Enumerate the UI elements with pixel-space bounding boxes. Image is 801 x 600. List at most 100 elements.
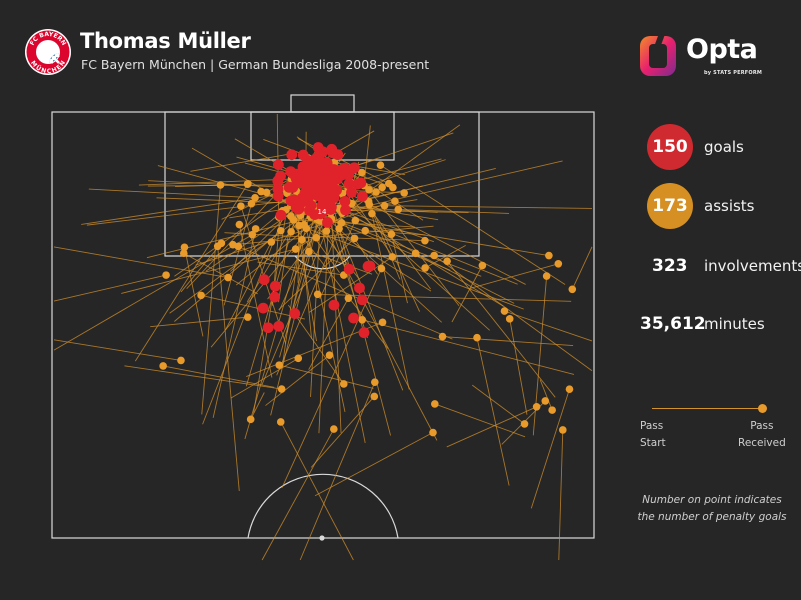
assist-line [232, 225, 434, 246]
assist-point [339, 380, 348, 388]
assist-point [287, 227, 295, 236]
goal-point [286, 149, 298, 161]
assist-point [246, 415, 255, 424]
assist-line [225, 241, 272, 331]
opta-logo-icon [640, 33, 676, 76]
assist-point [421, 236, 429, 245]
assist-point [372, 188, 380, 196]
goal-point [343, 178, 355, 190]
goal-point [317, 146, 329, 158]
assist-point [312, 233, 321, 242]
assist-line [163, 365, 275, 388]
assist-point [295, 221, 303, 230]
assist-point [394, 205, 403, 214]
assist-point [554, 259, 563, 268]
assist-line [350, 158, 442, 183]
penalty-goal-label: 14 [318, 208, 327, 216]
assist-line [134, 183, 249, 362]
assist-point [389, 183, 397, 192]
assist-point [216, 181, 225, 189]
chart-title: Thomas Müller [80, 29, 251, 53]
assist-line [183, 252, 258, 295]
assist-point [322, 227, 331, 235]
assist-line [338, 228, 404, 391]
assist-line [298, 225, 524, 310]
assist-point [430, 251, 438, 260]
goal-point [309, 153, 321, 165]
goal-point [364, 260, 376, 272]
goal-point [299, 179, 311, 191]
assist-point [377, 264, 386, 273]
assist-point [376, 161, 385, 169]
centre-spot [319, 535, 325, 541]
assist-line [301, 239, 313, 339]
assist-line [230, 357, 299, 399]
goal-point [358, 327, 370, 339]
assist-line [391, 234, 408, 304]
assist-line [504, 310, 593, 342]
assist-line [261, 428, 335, 561]
goal-point [317, 166, 329, 178]
assist-line [571, 246, 593, 290]
goal-point [258, 274, 270, 286]
legend-pass-line [652, 408, 762, 409]
assist-line [476, 337, 510, 486]
assist-line [146, 212, 331, 259]
assist-line [362, 319, 575, 375]
goal-point [283, 181, 295, 193]
goal-point [343, 263, 355, 275]
assist-point [350, 234, 359, 243]
goal-point [328, 299, 340, 311]
assist-line [86, 197, 311, 226]
assist-line [201, 184, 221, 415]
assist-point [371, 378, 379, 386]
assist-point [391, 197, 399, 205]
goals-label: goals [704, 138, 744, 156]
goal-point [262, 322, 274, 334]
assist-line [308, 251, 373, 275]
chart-subtitle: FC Bayern München | German Bundesliga 20… [81, 57, 430, 72]
goal-point [272, 175, 284, 187]
goal-point [348, 312, 359, 324]
assist-line [446, 260, 556, 398]
assist-point [267, 238, 276, 246]
assist-point [568, 285, 577, 294]
assists-label: assists [704, 197, 755, 215]
stat-goals: 150 goals [640, 124, 790, 170]
assist-point [237, 202, 245, 210]
involvements-value: 323 [652, 256, 688, 276]
goal-point [348, 162, 360, 174]
assist-point [251, 225, 260, 233]
assist-line [398, 209, 510, 214]
assist-line [250, 392, 265, 420]
assist-point [438, 332, 447, 341]
assist-point [548, 406, 556, 414]
goal-point [289, 308, 301, 319]
assist-line [195, 200, 396, 266]
penalty-note: Number on point indicates the number of … [637, 492, 787, 526]
assist-point [224, 273, 232, 282]
legend-start-line-1: Pass [640, 420, 664, 432]
assist-point [541, 397, 550, 405]
legend-end-line-2: Received [738, 437, 786, 449]
assist-point [313, 290, 322, 299]
assist-point [500, 307, 509, 315]
goal-points [257, 142, 376, 339]
assist-line [317, 236, 425, 242]
assist-line [174, 191, 298, 277]
legend-pass-received: Pass Received [738, 418, 786, 452]
assist-line [308, 256, 393, 313]
assist-point [365, 200, 374, 209]
assist-point [275, 361, 283, 369]
goal-point [320, 197, 332, 209]
assist-point [337, 219, 346, 227]
assist-line [338, 208, 435, 243]
assist-point [532, 403, 541, 411]
assist-line [314, 432, 434, 497]
goals-badge: 150 [647, 124, 693, 170]
assists-badge: 173 [647, 183, 693, 229]
assist-point [330, 425, 338, 433]
assist-line [265, 354, 330, 406]
involvements-label: involvements [704, 257, 801, 275]
